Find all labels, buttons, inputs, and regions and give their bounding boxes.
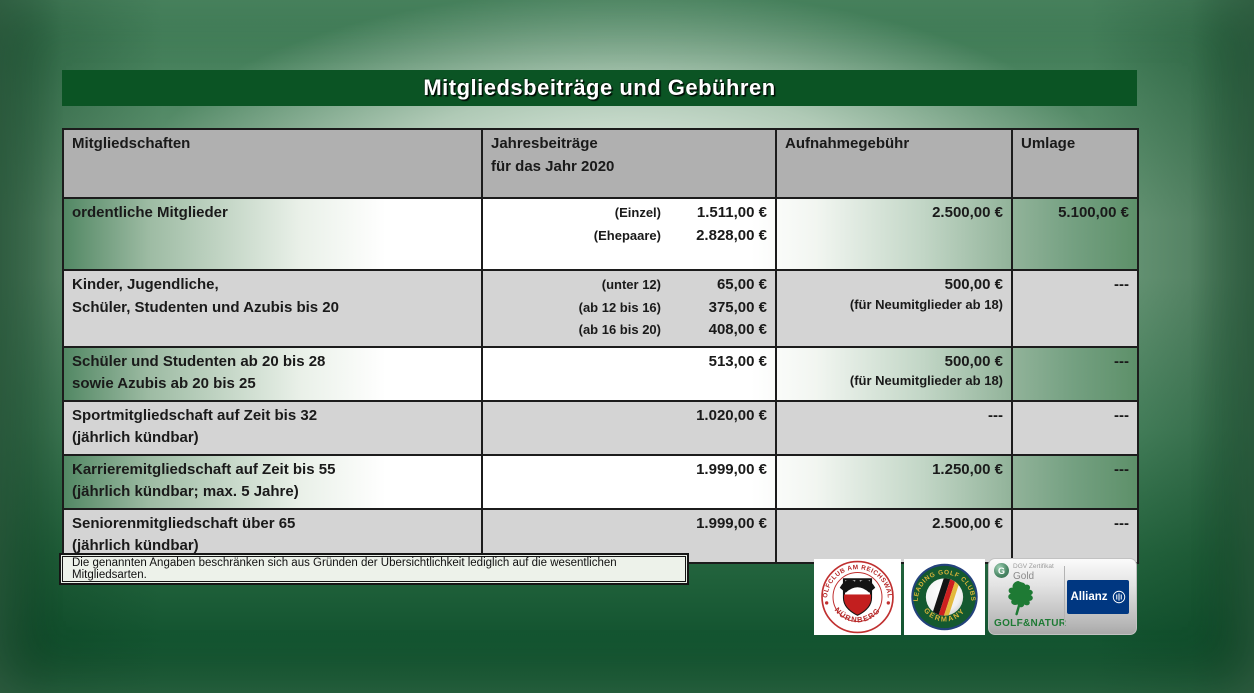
levy-amount: --- — [1114, 460, 1129, 478]
levy-amount: --- — [1114, 406, 1129, 424]
page-title: Mitgliedsbeiträge und Gebühren — [423, 75, 776, 100]
membership-name: (jährlich kündbar) — [72, 537, 199, 554]
membership-name: (jährlich kündbar) — [72, 429, 199, 446]
levy-amount: 5.100,00 € — [1058, 204, 1129, 221]
fee-amount: 513,00 € — [708, 352, 767, 370]
leading-golf-badge-icon: LEADING GOLF CLUBS GERMANY — [911, 563, 978, 631]
membership-name: sowie Azubis ab 20 bis 25 — [72, 375, 256, 392]
admission-amount: 1.250,00 € — [932, 460, 1003, 478]
table-row: Kinder, Jugendliche, Schüler, Studenten … — [62, 269, 1139, 348]
membership-name-cell: Kinder, Jugendliche, Schüler, Studenten … — [62, 269, 483, 348]
admission-fee-cell: 2.500,00 € — [775, 507, 1013, 564]
table-row: Schüler und Studenten ab 20 bis 28 sowie… — [62, 345, 1139, 402]
levy-amount: --- — [1114, 352, 1129, 370]
annual-fee-cell: (Einzel) 1.511,00 € (Ehepaare) 2.828,00 € — [481, 197, 777, 271]
fee-amount: 1.020,00 € — [696, 406, 767, 424]
header-levy: Umlage — [1011, 128, 1139, 199]
dgv-certificate: G DGV Zertifikat Gold — [994, 563, 1054, 582]
admission-note: (für Neumitglieder ab 18) — [849, 296, 1003, 312]
panel-divider — [1064, 566, 1065, 627]
header-annual-fees-line2: für das Jahr 2020 — [491, 157, 615, 175]
admission-amount: 500,00 € — [944, 276, 1003, 293]
levy-cell: --- — [1011, 269, 1139, 348]
fee-amount: 2.828,00 € — [696, 226, 767, 244]
admission-amount: --- — [988, 406, 1003, 424]
admission-fee-cell: 2.500,00 € — [775, 197, 1013, 271]
membership-name: Kinder, Jugendliche, — [72, 276, 219, 293]
levy-cell: --- — [1011, 453, 1139, 510]
leading-golf-clubs-logo: LEADING GOLF CLUBS GERMANY — [904, 559, 985, 635]
admission-amount: 500,00 € — [944, 352, 1003, 370]
fee-amount: 1.999,00 € — [696, 460, 767, 478]
dgv-cert-text: DGV Zertifikat — [1013, 563, 1054, 570]
admission-fee-cell: 500,00 € (für Neumitglieder ab 18) — [775, 345, 1013, 402]
levy-cell: --- — [1011, 399, 1139, 456]
admission-fee-cell: 500,00 € (für Neumitglieder ab 18) — [775, 269, 1013, 348]
fee-amount: 65,00 € — [716, 276, 767, 293]
membership-name: Karrieremitgliedschaft auf Zeit bis 55 — [72, 460, 336, 478]
admission-amount: 2.500,00 € — [932, 204, 1003, 221]
fee-label: (unter 12) — [601, 277, 661, 292]
annual-fee-cell: 513,00 € — [481, 345, 777, 402]
fees-table: Mitgliedschaften Jahresbeiträge für das … — [62, 128, 1139, 564]
header-annual-fees-line1: Jahresbeiträge — [491, 135, 598, 152]
fee-label: (Einzel) — [614, 205, 661, 220]
levy-amount: --- — [1114, 514, 1129, 532]
membership-name: Schüler und Studenten ab 20 bis 28 — [72, 352, 326, 370]
membership-name: ordentliche Mitglieder — [72, 204, 228, 221]
levy-cell: --- — [1011, 507, 1139, 564]
fee-amount: 1.511,00 € — [696, 204, 767, 221]
levy-cell: 5.100,00 € — [1011, 197, 1139, 271]
membership-name: Schüler, Studenten und Azubis bis 20 — [72, 298, 339, 316]
membership-name: Sportmitgliedschaft auf Zeit bis 32 — [72, 406, 318, 424]
table-row: Seniorenmitgliedschaft über 65 (jährlich… — [62, 507, 1139, 564]
annual-fee-cell: 1.020,00 € — [481, 399, 777, 456]
annual-fee-cell: 1.999,00 € — [481, 453, 777, 510]
certificate-panel: G DGV Zertifikat Gold GOLF&NATUR Allianz — [988, 558, 1137, 635]
table-row: ordentliche Mitglieder (Einzel) 1.511,00 … — [62, 197, 1139, 271]
footer-note-text: Die genannten Angaben beschränken sich a… — [72, 557, 617, 581]
membership-name-cell: Karrieremitgliedschaft auf Zeit bis 55 (… — [62, 453, 483, 510]
footer-note: Die genannten Angaben beschränken sich a… — [62, 556, 686, 582]
admission-fee-cell: 1.250,00 € — [775, 453, 1013, 510]
allianz-label: Allianz — [1070, 591, 1108, 603]
header-annual-fees: Jahresbeiträge für das Jahr 2020 — [481, 128, 777, 199]
levy-cell: --- — [1011, 345, 1139, 402]
membership-name: (jährlich kündbar; max. 5 Jahre) — [72, 483, 299, 500]
admission-fee-cell: --- — [775, 399, 1013, 456]
admission-amount: 2.500,00 € — [932, 514, 1003, 532]
dgv-cert-level: Gold — [1013, 570, 1035, 582]
dgv-badge-icon: G — [994, 563, 1009, 578]
fee-amount: 375,00 € — [708, 298, 767, 316]
annual-fee-cell: 1.999,00 € — [481, 507, 777, 564]
membership-name: Seniorenmitgliedschaft über 65 — [72, 514, 296, 532]
membership-name-cell: Seniorenmitgliedschaft über 65 (jährlich… — [62, 507, 483, 564]
table-header-row: Mitgliedschaften Jahresbeiträge für das … — [62, 128, 1139, 199]
golf-natur-label: GOLF&NATUR — [994, 618, 1067, 629]
header-memberships: Mitgliedschaften — [62, 128, 483, 199]
fee-label: (Ehepaare) — [593, 227, 661, 243]
membership-name-cell: ordentliche Mitglieder — [62, 197, 483, 271]
title-bar: Mitgliedsbeiträge und Gebühren — [62, 70, 1137, 106]
levy-amount: --- — [1114, 276, 1129, 293]
fee-label: (ab 16 bis 20) — [578, 322, 661, 337]
fee-amount: 408,00 € — [708, 321, 767, 338]
allianz-logo: Allianz — [1067, 580, 1129, 614]
table-row: Karrieremitgliedschaft auf Zeit bis 55 (… — [62, 453, 1139, 510]
membership-name-cell: Sportmitgliedschaft auf Zeit bis 32 (jäh… — [62, 399, 483, 456]
table-row: Sportmitgliedschaft auf Zeit bis 32 (jäh… — [62, 399, 1139, 456]
allianz-eagle-icon — [1112, 590, 1125, 604]
membership-name-cell: Schüler und Studenten ab 20 bis 28 sowie… — [62, 345, 483, 402]
oak-leaf-icon — [999, 579, 1041, 622]
annual-fee-cell: (unter 12) 65,00 € (ab 12 bis 16) 375,00 €… — [481, 269, 777, 348]
fee-amount: 1.999,00 € — [696, 514, 767, 532]
admission-note: (für Neumitglieder ab 18) — [849, 373, 1003, 388]
header-admission-fee: Aufnahmegebühr — [775, 128, 1013, 199]
fee-label: (ab 12 bis 16) — [578, 299, 661, 315]
